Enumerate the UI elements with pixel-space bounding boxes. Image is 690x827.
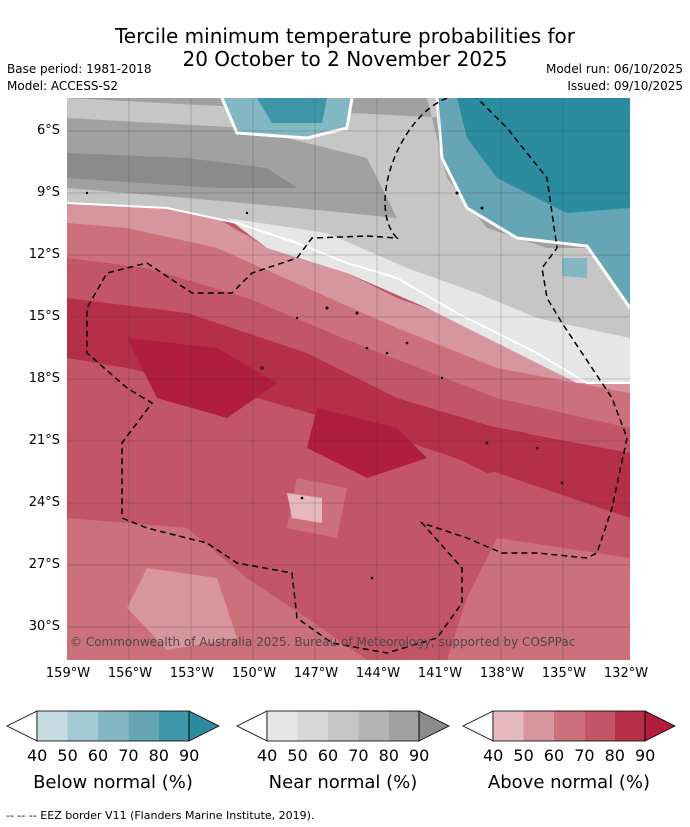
- below-normal-low-extension: [6, 710, 38, 742]
- above-normal-swatch: [523, 711, 554, 741]
- below-normal-swatch: [97, 711, 129, 741]
- above-normal-band-60c: [447, 538, 630, 660]
- below-normal-tick-label: 80: [148, 746, 169, 765]
- below-normal-swatch: [158, 711, 189, 741]
- probability-map: © Commonwealth of Australia 2025. Bureau…: [67, 98, 630, 660]
- lat-label: 6°S: [36, 123, 60, 138]
- map-title-line-1: Tercile minimum temperature probabilitie…: [114, 24, 576, 48]
- lat-label: 24°S: [28, 495, 60, 510]
- lon-label: 138°W: [479, 666, 525, 681]
- above-normal-core-3: [437, 418, 547, 473]
- below-normal-tick-label: 60: [87, 746, 109, 765]
- below-normal-tick-label: 40: [27, 746, 48, 765]
- category-boundary-north: [220, 98, 354, 140]
- lat-label: 9°S: [36, 185, 60, 200]
- lon-label: 135°W: [541, 666, 587, 681]
- near-normal-high-extension: [418, 710, 450, 742]
- below-normal-patch: [562, 258, 587, 278]
- lat-label: 27°S: [28, 557, 60, 572]
- issued-date: Issued: 09/10/2025: [567, 79, 683, 93]
- colorbar-below-normal: [6, 710, 220, 742]
- lat-label: 21°S: [28, 433, 60, 448]
- above-normal-patch-2: [127, 568, 237, 650]
- category-boundary-south: [67, 202, 630, 384]
- near-normal-band-40: [227, 218, 630, 383]
- map-canvas: © Commonwealth of Australia 2025. Bureau…: [67, 98, 630, 660]
- lon-label: 132°W: [603, 666, 649, 681]
- near-normal-swatch: [297, 711, 328, 741]
- colorbar-near-normal: [236, 710, 450, 742]
- lon-label: 141°W: [417, 666, 463, 681]
- below-normal-high-extension: [188, 710, 220, 742]
- near-normal-tick-label: 40: [257, 746, 278, 765]
- base-period: Base period: 1981-2018: [7, 62, 152, 76]
- copyright-notice: © Commonwealth of Australia 2025. Bureau…: [70, 635, 575, 649]
- lat-label: 15°S: [28, 309, 60, 324]
- above-normal-patch-3: [287, 493, 322, 523]
- map-title-line-2: 20 October to 2 November 2025: [182, 47, 508, 71]
- below-normal-swatch: [37, 711, 68, 741]
- above-normal-tick-label: 40: [483, 746, 504, 765]
- colorbar-title-near-normal: Near normal (%): [268, 772, 418, 793]
- near-normal-tick-label: 70: [348, 746, 369, 765]
- lon-label: 150°W: [231, 666, 277, 681]
- near-normal-tick-label: 80: [378, 746, 399, 765]
- model-run: Model run: 06/10/2025: [545, 62, 683, 76]
- near-normal-low-extension: [236, 710, 268, 742]
- near-normal-swatch: [267, 711, 298, 741]
- colorbar-above-normal: [462, 710, 676, 742]
- lon-label: 144°W: [355, 666, 401, 681]
- near-normal-outline: [266, 710, 420, 742]
- near-normal-tick-label: 50: [287, 746, 308, 765]
- near-normal-core: [67, 153, 297, 188]
- near-normal-tick-label: 60: [317, 746, 339, 765]
- above-normal-high-extension: [644, 710, 676, 742]
- map-grid: [67, 98, 630, 660]
- below-normal-swatch: [67, 711, 98, 741]
- above-normal-tick-label: 50: [513, 746, 534, 765]
- above-normal-tick-label: 60: [543, 746, 565, 765]
- above-normal-swatch: [614, 711, 645, 741]
- above-normal-outline: [492, 710, 646, 742]
- island-markers: [85, 191, 564, 580]
- colorbar-strip: [6, 710, 676, 742]
- colorbar-title-above-normal: Above normal (%): [487, 772, 651, 793]
- lon-label: 156°W: [107, 666, 153, 681]
- below-normal-core-north: [257, 98, 327, 123]
- below-normal-core-east: [457, 98, 630, 213]
- eez-borders: [86, 98, 628, 654]
- near-normal-swatch: [327, 711, 359, 741]
- above-normal-core-2: [307, 408, 427, 478]
- lon-label: 153°W: [169, 666, 215, 681]
- below-normal-outline: [36, 710, 190, 742]
- above-normal-swatch: [584, 711, 615, 741]
- category-boundary-east: [435, 98, 630, 309]
- above-normal-tick-label: 70: [574, 746, 595, 765]
- above-normal-low-extension: [462, 710, 494, 742]
- above-normal-tick-label: 80: [604, 746, 625, 765]
- above-normal-core-1: [127, 338, 277, 418]
- lat-label: 12°S: [28, 247, 60, 262]
- above-normal-band-50: [67, 198, 630, 393]
- eez-footnote: -- -- -- EEZ border V11 (Flanders Marine…: [6, 809, 315, 822]
- below-normal-tick-label: 50: [57, 746, 78, 765]
- above-normal-swatch: [553, 711, 585, 741]
- below-normal-tick-label: 90: [179, 746, 200, 765]
- lat-label: 18°S: [28, 371, 60, 386]
- model-name: Model: ACCESS-S2: [7, 79, 119, 93]
- lat-label: 30°S: [28, 619, 60, 634]
- lon-label: 159°W: [45, 666, 91, 681]
- near-normal-tick-label: 90: [409, 746, 430, 765]
- above-normal-swatch: [493, 711, 524, 741]
- near-normal-swatch: [388, 711, 419, 741]
- above-normal-band-60: [67, 198, 630, 428]
- below-normal-swatch: [128, 711, 159, 741]
- near-normal-swatch: [358, 711, 389, 741]
- below-normal-tick-label: 70: [118, 746, 139, 765]
- colorbar-title-below-normal: Below normal (%): [33, 772, 193, 793]
- above-normal-tick-label: 90: [635, 746, 656, 765]
- lon-label: 147°W: [293, 666, 339, 681]
